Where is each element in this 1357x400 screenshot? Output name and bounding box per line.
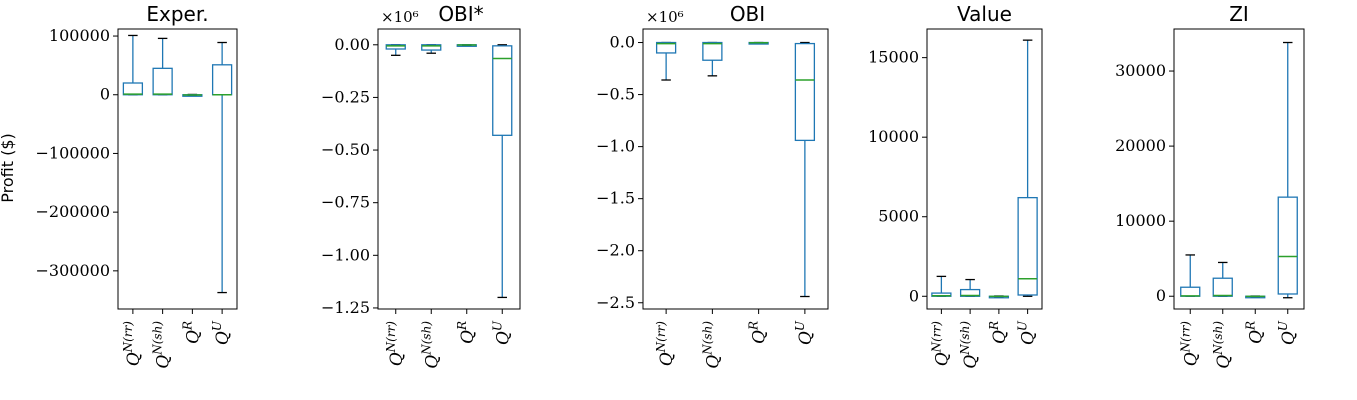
x-category-label: QR <box>987 321 1010 344</box>
box-iqr <box>1180 286 1201 297</box>
box-4 <box>1277 41 1298 299</box>
y-tick-label: 0.00 <box>334 35 370 54</box>
y-tick-label: 20000 <box>1115 136 1166 155</box>
y-tick-label: −2.5 <box>596 293 635 312</box>
box-iqr <box>152 67 173 96</box>
axes-frame <box>1173 28 1305 310</box>
box-iqr <box>1212 277 1233 297</box>
y-tick-label: 0.0 <box>610 33 635 52</box>
y-axis-label: Profit ($) <box>0 133 17 202</box>
panel-title: Value <box>957 2 1012 26</box>
box-2 <box>1212 261 1233 297</box>
panel-3: 0.0 −0.5 −1.0 −1.5 −2.0 −2.5 OBI ×10⁶ QN(rr) QN(s… <box>596 2 829 369</box>
panel-4: 15000 10000 5000 0 Value QN(rr) QN(sh) QR QU <box>868 2 1043 369</box>
y-tick-label: −100000 <box>36 143 110 162</box>
box-iqr <box>959 288 981 297</box>
x-category-label: QU <box>793 320 816 345</box>
box-iqr <box>794 42 816 142</box>
box-1 <box>931 275 952 297</box>
x-category-label: QR <box>455 321 478 344</box>
x-category-label: QR <box>747 321 770 344</box>
box-iqr <box>385 44 406 50</box>
x-category-label: QU <box>210 320 233 345</box>
box-iqr <box>702 41 723 61</box>
y-tick-label: 0 <box>100 85 110 104</box>
y-tick-label: −1.00 <box>321 245 370 264</box>
x-category-label: QN(sh) <box>958 321 981 369</box>
panel-title: ZI <box>1229 2 1249 26</box>
box-iqr <box>492 45 513 136</box>
box-4 <box>794 41 816 298</box>
axes-frame <box>926 28 1043 310</box>
box-1 <box>1180 254 1201 297</box>
y-tick-label: −1.5 <box>596 189 635 208</box>
y-tick-label: −1.25 <box>321 298 370 317</box>
box-4 <box>492 44 513 299</box>
scale-offset-label: ×10⁶ <box>381 8 419 26</box>
panel-2: 0.00 −0.25 −0.50 −0.75 −1.00 −1.25 OBI* ×10⁶ QN(… <box>321 2 521 369</box>
box-3 <box>456 44 477 47</box>
box-3 <box>182 93 203 97</box>
axes-frame <box>642 28 829 310</box>
x-category-label: QN(sh) <box>151 321 174 369</box>
box-1 <box>385 44 406 56</box>
axes-frame <box>377 28 521 310</box>
box-2 <box>152 37 173 96</box>
y-tick-label: −200000 <box>36 202 110 221</box>
box-4 <box>211 41 233 294</box>
box-2 <box>959 278 981 297</box>
y-tick-label: −0.75 <box>321 193 370 212</box>
box-4 <box>1017 39 1038 297</box>
box-1 <box>122 34 144 96</box>
y-tick-label: 100000 <box>49 26 110 45</box>
scale-offset-label: ×10⁶ <box>646 8 684 26</box>
y-tick-label: −0.5 <box>596 85 635 104</box>
box-iqr <box>122 82 144 96</box>
box-3 <box>1245 295 1266 299</box>
x-category-label: QN(rr) <box>929 321 952 367</box>
x-category-label: QU <box>1276 320 1299 345</box>
y-tick-label: −300000 <box>36 261 110 280</box>
x-category-label: QN(rr) <box>1178 321 1201 367</box>
y-tick-label: −2.0 <box>596 241 635 260</box>
panel-1: 100000 0 −100000 −200000 −300000 Exper. QN(rr)… <box>36 2 238 369</box>
x-category-label: QU <box>1016 320 1039 345</box>
y-tick-label: 10000 <box>868 127 919 146</box>
y-tick-label: −0.50 <box>321 140 370 159</box>
y-tick-label: 5000 <box>878 207 919 226</box>
x-category-label: QN(sh) <box>419 321 442 369</box>
panel-5: 30000 20000 10000 0 ZI QN(rr) QN(sh) QR QU <box>1115 2 1305 369</box>
x-category-label: QN(sh) <box>1211 321 1234 369</box>
axes-frame <box>117 28 238 310</box>
panel-title: OBI <box>730 2 765 26</box>
x-category-label: QR <box>180 321 203 344</box>
box-3 <box>988 295 1010 299</box>
box-iqr <box>1277 196 1298 295</box>
y-tick-label: 10000 <box>1115 211 1166 230</box>
box-3 <box>748 41 769 45</box>
y-tick-label: −1.0 <box>596 137 635 156</box>
box-iqr <box>1017 196 1038 296</box>
x-category-label: QN(sh) <box>700 321 723 369</box>
box-iqr <box>211 64 233 96</box>
x-category-label: QR <box>1243 321 1266 344</box>
box-1 <box>655 41 677 81</box>
y-tick-label: 0 <box>909 286 919 305</box>
x-category-label: QN(rr) <box>121 321 144 367</box>
box-iqr <box>655 41 677 54</box>
y-tick-label: −0.25 <box>321 87 370 106</box>
y-tick-label: 0 <box>1156 286 1166 305</box>
panel-title: OBI* <box>438 2 483 26</box>
panel-title: Exper. <box>146 2 208 26</box>
x-category-label: QN(rr) <box>384 321 407 367</box>
x-category-label: QU <box>490 320 513 345</box>
y-tick-label: 30000 <box>1115 61 1166 80</box>
box-iqr <box>421 44 442 51</box>
y-tick-label: 15000 <box>868 48 919 67</box>
box-2 <box>702 41 723 77</box>
box-2 <box>421 44 442 54</box>
x-category-label: QN(rr) <box>654 321 677 367</box>
